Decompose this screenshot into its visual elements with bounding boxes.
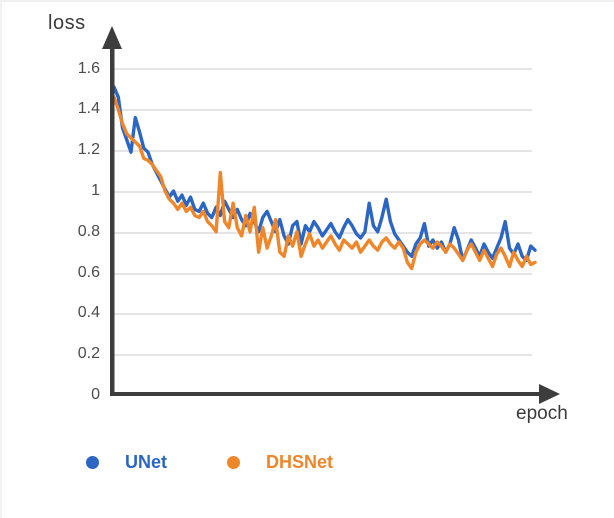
dhsnet-line xyxy=(112,95,537,271)
gridline xyxy=(112,273,532,275)
y-tick-label: 1.2 xyxy=(77,141,100,158)
y-tick-label: 0.2 xyxy=(77,345,100,362)
y-tick-label: 1.6 xyxy=(77,60,100,77)
unet-line xyxy=(112,85,537,263)
gridline xyxy=(112,150,532,152)
legend-item-unet: UNet xyxy=(86,452,167,473)
legend: UNet DHSNet xyxy=(86,452,333,473)
x-axis-title: epoch xyxy=(516,403,568,424)
gridline xyxy=(112,68,532,70)
x-axis-line xyxy=(110,392,542,396)
y-axis-line xyxy=(110,42,115,396)
y-axis-arrow-icon xyxy=(102,26,122,49)
gridline xyxy=(112,191,532,193)
legend-item-dhsnet: DHSNet xyxy=(227,452,333,473)
legend-label-dhsnet: DHSNet xyxy=(266,452,334,472)
y-tick-label: 0.4 xyxy=(77,304,100,321)
y-tick-label: 0.6 xyxy=(77,264,100,281)
y-tick-label: 1.4 xyxy=(77,100,100,117)
y-tick-label: 0.8 xyxy=(77,223,100,240)
gridline xyxy=(112,109,532,111)
y-axis-title: loss xyxy=(48,12,86,34)
gridline xyxy=(112,354,532,356)
dhsnet-dot-icon xyxy=(227,456,241,469)
x-axis-arrow-icon xyxy=(539,384,560,404)
legend-label-unet: UNet xyxy=(125,452,168,472)
y-tick-label: 0 xyxy=(91,386,100,403)
y-tick-label: 1 xyxy=(91,182,100,199)
gridline xyxy=(112,313,532,315)
unet-dot-icon xyxy=(86,456,99,469)
